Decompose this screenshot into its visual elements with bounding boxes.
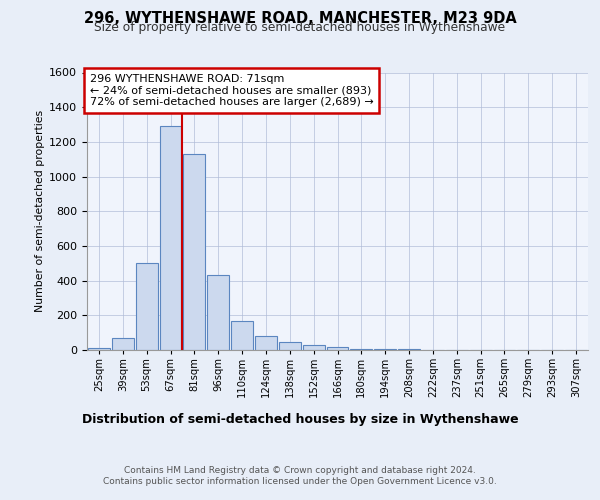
- Text: Size of property relative to semi-detached houses in Wythenshawe: Size of property relative to semi-detach…: [94, 21, 506, 34]
- Text: Distribution of semi-detached houses by size in Wythenshawe: Distribution of semi-detached houses by …: [82, 412, 518, 426]
- Text: 296 WYTHENSHAWE ROAD: 71sqm
← 24% of semi-detached houses are smaller (893)
72% : 296 WYTHENSHAWE ROAD: 71sqm ← 24% of sem…: [89, 74, 373, 107]
- Bar: [88, 348, 110, 350]
- Bar: [231, 320, 253, 350]
- Bar: [160, 126, 181, 350]
- Text: 296, WYTHENSHAWE ROAD, MANCHESTER, M23 9DA: 296, WYTHENSHAWE ROAD, MANCHESTER, M23 9…: [83, 11, 517, 26]
- Bar: [184, 154, 205, 350]
- Text: Contains HM Land Registry data © Crown copyright and database right 2024.: Contains HM Land Registry data © Crown c…: [124, 466, 476, 475]
- Bar: [279, 342, 301, 350]
- Bar: [112, 338, 134, 350]
- Bar: [326, 348, 349, 350]
- Bar: [302, 345, 325, 350]
- Bar: [374, 349, 396, 350]
- Y-axis label: Number of semi-detached properties: Number of semi-detached properties: [35, 110, 45, 312]
- Bar: [350, 348, 373, 350]
- Bar: [255, 336, 277, 350]
- Text: Contains public sector information licensed under the Open Government Licence v3: Contains public sector information licen…: [103, 477, 497, 486]
- Bar: [136, 264, 158, 350]
- Bar: [207, 276, 229, 350]
